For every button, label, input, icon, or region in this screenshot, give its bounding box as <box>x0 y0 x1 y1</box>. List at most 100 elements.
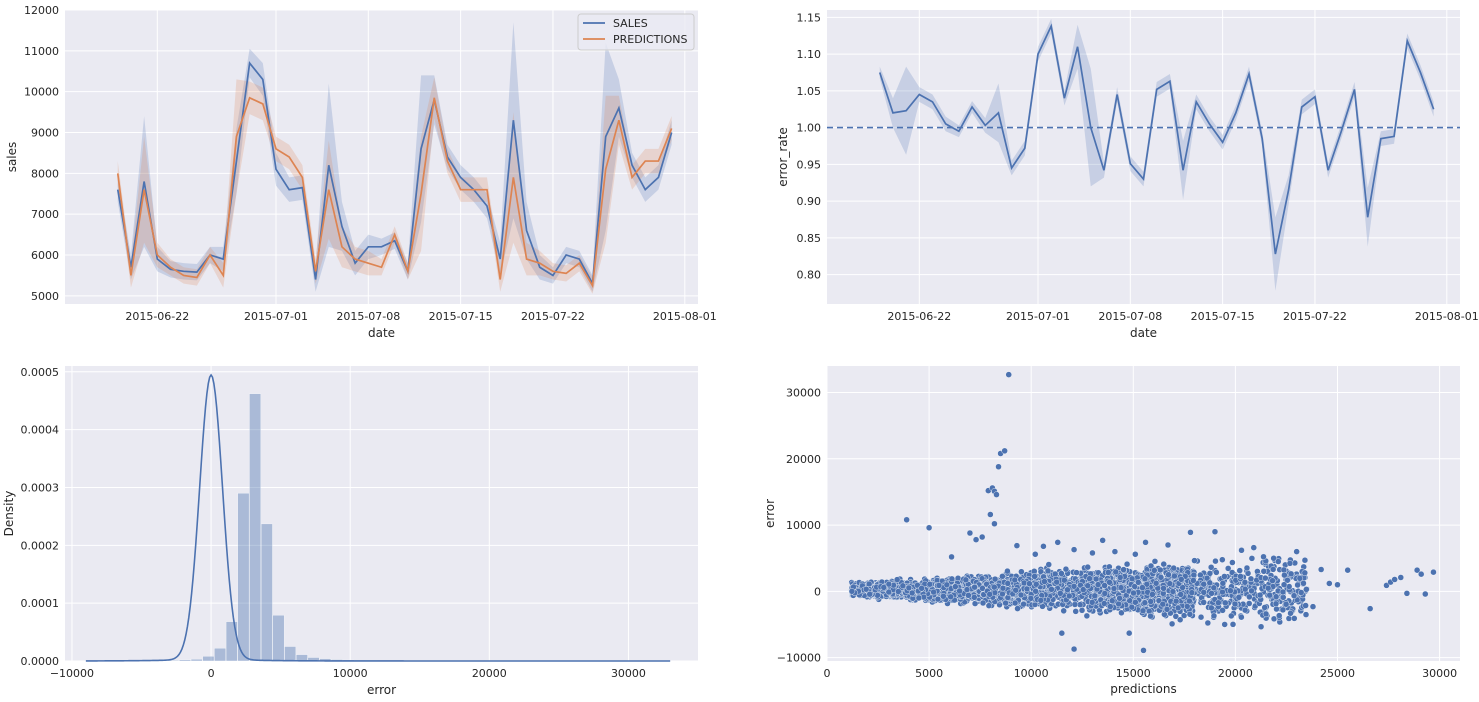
scatter-point <box>1269 577 1276 584</box>
x-axis-label: date <box>368 326 395 340</box>
scatter-point <box>1130 589 1137 597</box>
scatter-point <box>1248 555 1256 562</box>
x-tick-label: 25000 <box>1320 667 1355 680</box>
y-tick-label: 0.95 <box>797 158 822 171</box>
scatter-point <box>1282 601 1290 608</box>
scatter-point <box>1301 569 1309 577</box>
scatter-point <box>1092 575 1100 583</box>
scatter-point <box>1070 583 1078 590</box>
scatter-point <box>991 583 998 591</box>
scatter-point <box>1260 553 1267 561</box>
scatter-point <box>1186 611 1194 618</box>
x-tick-label: 2015-07-08 <box>1098 310 1162 323</box>
scatter-point <box>1044 567 1052 575</box>
scatter-point <box>1141 599 1149 606</box>
scatter-point <box>1073 569 1080 576</box>
scatter-point <box>1237 573 1244 580</box>
series-line-predictions <box>116 96 673 289</box>
scatter-point <box>971 594 978 601</box>
scatter-point <box>1139 607 1147 614</box>
scatter-point <box>1147 598 1154 605</box>
scatter-point <box>1160 585 1167 592</box>
scatter-point <box>1152 580 1160 587</box>
scatter-point <box>1128 575 1136 582</box>
scatter-point <box>1184 603 1191 610</box>
scatter-point <box>1094 581 1102 588</box>
scatter-point <box>1005 371 1012 378</box>
y-tick-label: 20000 <box>786 453 821 466</box>
scatter-point <box>1238 613 1245 621</box>
scatter-point <box>972 536 980 543</box>
panel-1: 2015-06-22 2015-07-01 2015-07-08 2015-07-15… <box>5 4 717 340</box>
scatter-point <box>1108 597 1116 604</box>
panel-2: 2015-06-22 2015-07-01 2015-07-08 2015-07-15… <box>776 10 1479 340</box>
scatter-point <box>1060 607 1067 615</box>
scatter-point <box>1262 574 1269 582</box>
scatter-point <box>1211 528 1219 535</box>
scatter-point <box>1241 579 1249 586</box>
scatter-point <box>1270 615 1278 623</box>
scatter-point <box>956 587 963 595</box>
scatter-point <box>952 583 959 590</box>
scatter-point <box>1088 599 1096 606</box>
scatter-point <box>1002 599 1009 607</box>
scatter-point <box>1190 577 1197 584</box>
scatter-point <box>1219 556 1226 563</box>
scatter-point <box>1208 590 1215 597</box>
scatter-point <box>893 576 901 583</box>
scatter-point <box>1260 568 1268 575</box>
scatter-point <box>1391 576 1398 583</box>
scatter-point <box>1037 597 1045 604</box>
x-tick-label: 2015-07-01 <box>244 310 308 323</box>
scatter-point <box>1275 558 1282 565</box>
y-tick-label: 1.00 <box>797 122 822 135</box>
scatter-point <box>1031 573 1038 580</box>
scatter-point <box>1229 621 1237 628</box>
y-tick-label: 1.10 <box>797 48 822 61</box>
scatter-point <box>1157 574 1165 581</box>
scatter-point <box>1053 578 1060 586</box>
scatter-point <box>874 592 881 599</box>
scatter-point <box>1178 576 1185 583</box>
scatter-point <box>1072 608 1079 615</box>
scatter-point <box>940 593 947 600</box>
y-tick-label: 12000 <box>24 4 59 17</box>
scatter-point <box>1172 597 1180 605</box>
scatter-point <box>971 583 978 591</box>
histogram-bar <box>202 656 215 662</box>
scatter-point <box>1302 611 1310 618</box>
scatter-point <box>1064 586 1071 593</box>
series-line-error-rate <box>878 23 1435 255</box>
scatter-point <box>1101 582 1108 589</box>
scatter-point <box>1228 569 1236 576</box>
scatter-point <box>935 582 943 589</box>
scatter-point <box>1397 574 1404 581</box>
x-tick-label: 10000 <box>1014 667 1049 680</box>
scatter-point <box>1300 580 1307 587</box>
scatter-point <box>1106 579 1113 586</box>
scatter-point <box>1179 584 1186 591</box>
scatter-point <box>1191 557 1198 564</box>
scatter-point <box>895 588 902 595</box>
scatter-point <box>1210 612 1218 620</box>
scatter-point <box>1099 537 1106 544</box>
scatter-point <box>1219 580 1227 587</box>
scatter-point <box>1190 571 1197 579</box>
scatter-points <box>848 371 1437 654</box>
y-tick-label: 0 <box>814 585 821 598</box>
scatter-point <box>1164 541 1172 549</box>
y-tick-label: 0.0003 <box>21 481 60 494</box>
scatter-point <box>1111 548 1119 555</box>
scatter-point <box>1219 588 1226 596</box>
scatter-point <box>1279 606 1287 614</box>
scatter-point <box>1213 569 1220 576</box>
confidence-band-sales <box>117 22 672 292</box>
scatter-point <box>1200 589 1207 596</box>
scatter-point <box>1250 544 1257 551</box>
scatter-point <box>1366 605 1374 612</box>
scatter-point <box>1212 557 1219 565</box>
scatter-point <box>885 588 892 596</box>
scatter-point <box>1141 575 1149 582</box>
x-tick-label: 30000 <box>611 667 646 680</box>
scatter-point <box>1280 581 1288 588</box>
